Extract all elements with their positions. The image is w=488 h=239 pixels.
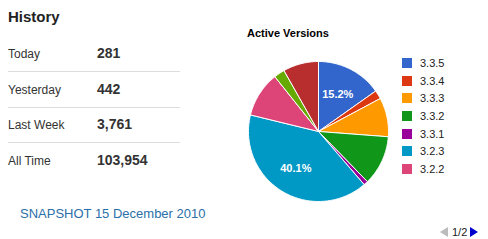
- html-text:All Time: All Time: [8, 153, 51, 168]
- svg-text:15.2%: 15.2%: [322, 88, 353, 100]
- html-text:3.2.2: 3.2.2: [420, 163, 445, 176]
- html-text:Active Versions: Active Versions: [247, 27, 329, 39]
- html-text:Last Week: Last Week: [8, 118, 65, 132]
- html-text:SNAPSHOT 15 December 2010: SNAPSHOT 15 December 2010: [20, 206, 206, 221]
- html-text:3,761: 3,761: [97, 116, 132, 132]
- html-text:Yesterday: Yesterday: [8, 82, 61, 97]
- html-text:281: 281: [97, 45, 121, 61]
- html-text:3.3.4: 3.3.4: [420, 74, 445, 87]
- html-text:3.3.2: 3.3.2: [420, 110, 445, 123]
- html-text:3.3.5: 3.3.5: [420, 57, 445, 69]
- html-text:Today: Today: [8, 47, 40, 61]
- svg-text:40.1%: 40.1%: [280, 162, 311, 174]
- html-text:3.3.1: 3.3.1: [420, 127, 445, 140]
- html-text:3.2.3: 3.2.3: [420, 145, 445, 158]
- html-text:442: 442: [97, 80, 121, 97]
- html-text:3.3.3: 3.3.3: [420, 92, 445, 105]
- html-text:1/2: 1/2: [452, 226, 468, 238]
- html-text:103,954: 103,954: [97, 151, 148, 168]
- html-text:History: History: [8, 8, 60, 25]
